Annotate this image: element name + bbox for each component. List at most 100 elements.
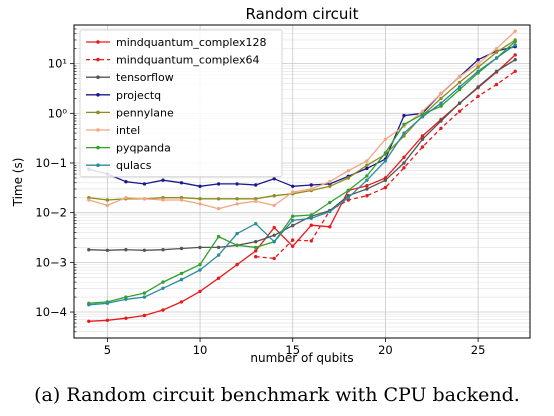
point-mindquantum-complex128 [328, 225, 332, 229]
point-tensorflow [291, 223, 295, 228]
point-pyqpanda [383, 151, 388, 155]
point-intel [476, 62, 480, 66]
series-line-pennylane [88, 39, 516, 201]
legend-marker-pyqpanda [96, 145, 100, 150]
point-mindquantum-complex64 [272, 256, 276, 261]
legend-label-intel: intel [116, 124, 140, 137]
point-intel [254, 199, 258, 203]
legend-marker-intel [96, 128, 100, 132]
point-qulacs [328, 209, 332, 214]
point-qulacs [309, 216, 313, 220]
point-tensorflow [198, 245, 202, 250]
point-intel [328, 180, 332, 184]
point-pyqpanda [235, 243, 239, 247]
series-line-qulacs [88, 44, 516, 306]
point-intel [383, 137, 388, 141]
point-tensorflow [494, 69, 499, 74]
point-pyqpanda [216, 234, 221, 239]
point-projectq [161, 178, 165, 182]
x-tick-label: 15 [285, 343, 300, 357]
point-qulacs [198, 268, 202, 272]
point-mindquantum-complex64 [476, 94, 480, 99]
point-pyqpanda [142, 291, 147, 295]
point-intel [216, 207, 221, 211]
point-pyqpanda [346, 188, 350, 193]
point-intel [198, 202, 202, 206]
legend-label-tensorflow: tensorflow [116, 71, 174, 84]
series-line-mindquantum-complex64 [255, 70, 516, 260]
point-mindquantum-complex64 [439, 126, 443, 130]
point-intel [124, 196, 128, 200]
point-mindquantum-complex128 [124, 316, 128, 320]
point-mindquantum-complex64 [291, 238, 295, 242]
point-pyqpanda [161, 280, 165, 284]
point-mindquantum-complex128 [161, 308, 165, 312]
point-tensorflow [439, 119, 443, 123]
point-qulacs [291, 218, 295, 223]
x-tick-label: 25 [471, 343, 486, 357]
point-qulacs [494, 56, 499, 60]
point-projectq [235, 182, 239, 186]
legend: mindquantum_complex128 mindquantum_comple… [79, 29, 283, 178]
point-intel [179, 198, 184, 202]
axis-ticks: 10−4 10−3 10−2 10−1 10⁰ 10¹ 5 10 15 20 25 [35, 28, 486, 357]
chart-title: Random circuit [246, 5, 359, 23]
point-qulacs [513, 43, 517, 47]
point-intel [272, 203, 276, 208]
series-lines [87, 29, 517, 323]
legend-label-mindquantum-complex64: mindquantum_complex64 [116, 54, 260, 67]
x-tick-label: 5 [104, 343, 111, 357]
series-line-intel [88, 30, 516, 210]
point-intel [494, 47, 499, 51]
point-pyqpanda [420, 112, 425, 117]
point-mindquantum-complex128 [365, 184, 369, 188]
point-qulacs [365, 178, 369, 182]
point-mindquantum-complex64 [254, 255, 258, 259]
point-intel [142, 197, 147, 201]
point-projectq [402, 113, 406, 118]
point-pyqpanda [402, 122, 406, 127]
point-tensorflow [179, 246, 184, 251]
point-qulacs [142, 295, 147, 299]
y-tick-label: 10−4 [35, 305, 67, 319]
point-intel [439, 91, 443, 96]
point-tensorflow [420, 137, 425, 141]
series-line-mindquantum-complex128 [88, 54, 516, 322]
point-mindquantum-complex64 [402, 166, 406, 170]
point-qulacs [161, 286, 165, 290]
x-tick-label: 20 [378, 343, 393, 357]
point-pennylane [216, 197, 221, 201]
point-pennylane [328, 184, 332, 188]
point-intel [235, 202, 239, 206]
point-qulacs [179, 277, 184, 282]
point-pyqpanda [439, 104, 443, 108]
point-projectq [365, 166, 369, 171]
grid [74, 25, 530, 339]
legend-marker-qulacs [96, 163, 100, 167]
point-qulacs [254, 222, 258, 226]
legend-label-pyqpanda: pyqpanda [116, 142, 171, 155]
point-qulacs [124, 297, 128, 301]
point-intel [105, 203, 110, 208]
point-pyqpanda [365, 174, 369, 178]
point-intel [513, 29, 517, 33]
legend-label-mindquantum-complex128: mindquantum_complex128 [116, 36, 267, 49]
point-mindquantum-complex128 [179, 300, 184, 304]
point-pennylane [365, 163, 369, 167]
point-tensorflow [513, 58, 517, 62]
point-pennylane [272, 194, 276, 198]
point-tensorflow [105, 248, 110, 252]
y-tick-label: 10−3 [35, 255, 67, 269]
point-mindquantum-complex128 [402, 155, 406, 159]
y-tick-label: 10−2 [35, 206, 67, 220]
point-mindquantum-complex128 [291, 244, 295, 248]
point-tensorflow [272, 233, 276, 237]
point-mindquantum-complex128 [142, 313, 147, 318]
point-tensorflow [142, 248, 147, 252]
point-mindquantum-complex128 [420, 134, 425, 138]
point-tensorflow [124, 248, 128, 252]
point-mindquantum-complex128 [87, 319, 91, 323]
point-tensorflow [457, 101, 462, 105]
figure-caption: (a) Random circuit benchmark with CPU ba… [34, 384, 520, 406]
